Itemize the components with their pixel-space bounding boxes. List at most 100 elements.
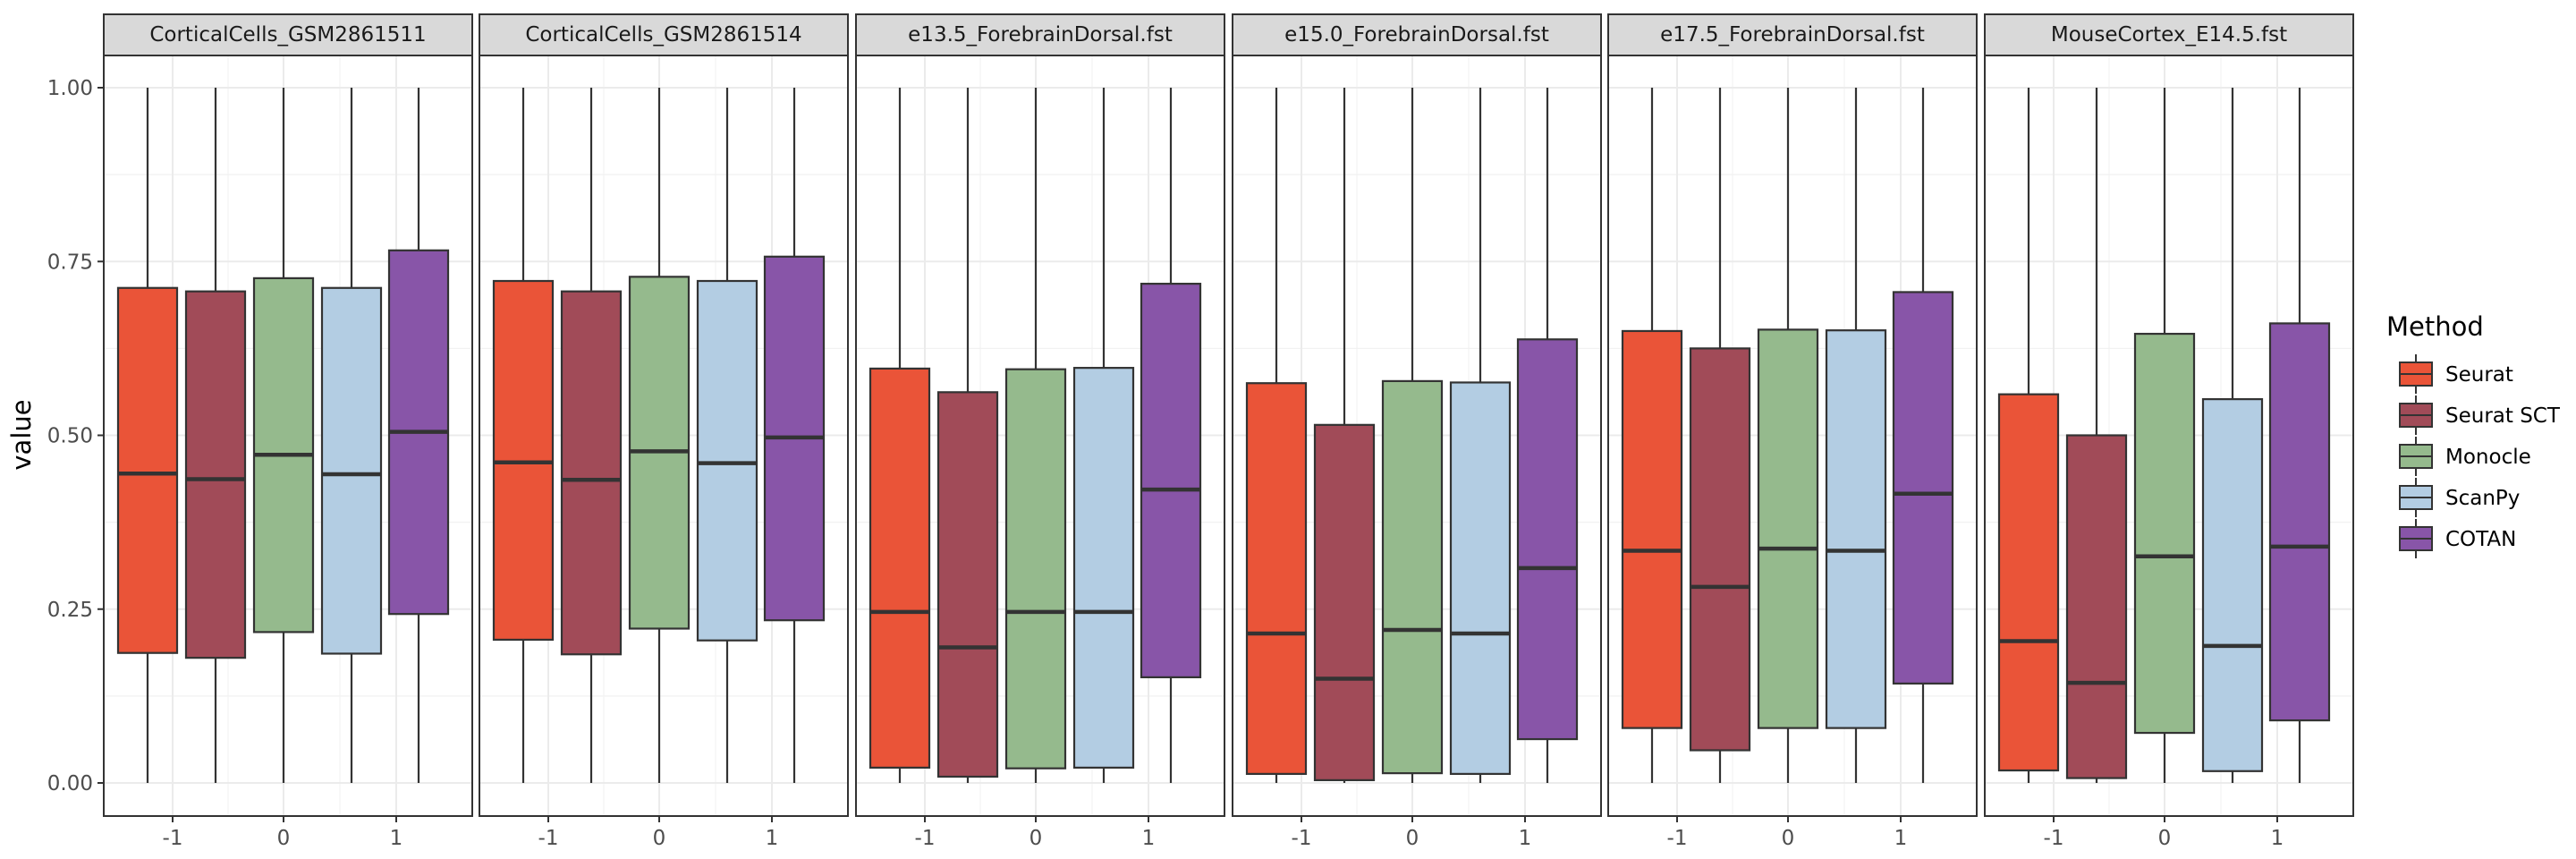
box-body: [116, 286, 179, 654]
box: [696, 88, 758, 783]
box-body: [1381, 379, 1444, 775]
legend-entry: COTAN: [2399, 519, 2516, 558]
x-tick-label: 1: [390, 827, 403, 850]
box-body: [1449, 381, 1512, 775]
x-tick-label: -1: [2044, 827, 2064, 850]
box: [1757, 88, 1819, 783]
box: [184, 88, 247, 783]
panel-strip: [1232, 13, 1602, 56]
x-tick-label: 0: [1030, 827, 1043, 850]
box-body: [492, 279, 555, 642]
box-body: [184, 290, 247, 659]
box-body: [1516, 338, 1579, 741]
box: [1997, 88, 2060, 783]
legend-label: COTAN: [2445, 528, 2516, 551]
box-body: [320, 286, 383, 655]
panels: CorticalCells_GSM2861511-1 0 1CorticalCell…: [103, 13, 2354, 850]
box: [1140, 88, 1202, 783]
box: [1825, 88, 1887, 783]
x-tick-label: 1: [1894, 827, 1908, 850]
legend-entry: Monocle: [2399, 437, 2531, 476]
box: [116, 88, 179, 783]
panel-title: MouseCortex_E14.5.fst: [2051, 23, 2287, 47]
box: [1313, 88, 1376, 783]
box: [1004, 88, 1067, 783]
y-tick-label: 0.00: [47, 772, 93, 795]
box-body: [1245, 382, 1308, 775]
panel: MouseCortex_E14.5.fst -1 0 1: [1984, 13, 2354, 850]
x-tick-label: 0: [277, 827, 291, 850]
legend-label: Monocle: [2445, 446, 2531, 469]
legend-label: Seurat SCT: [2445, 404, 2561, 428]
box-body: [1892, 291, 1954, 685]
box-body: [2065, 434, 2128, 779]
x-tick-label: 0: [1782, 827, 1795, 850]
panel-strip: [103, 13, 473, 56]
y-axis-label: value: [6, 399, 37, 470]
box-body: [1825, 329, 1887, 729]
box-body: [936, 391, 999, 778]
panel: CorticalCells_GSM2861514 -1 0 1: [479, 13, 849, 850]
box: [252, 88, 315, 783]
box: [387, 88, 450, 783]
y-tick-label: 0.25: [47, 599, 93, 622]
box-body: [696, 279, 758, 642]
x-tick-label: -1: [163, 827, 183, 850]
box-body: [1072, 367, 1135, 770]
legend-entry: ScanPy: [2399, 478, 2520, 517]
box: [2268, 88, 2331, 783]
box: [320, 88, 383, 783]
y-axis: 0.00 0.25 0.50 0.75 1.00: [47, 77, 104, 795]
box: [936, 88, 999, 783]
box: [763, 88, 826, 783]
panel-title: CorticalCells_GSM2861511: [149, 23, 426, 47]
box: [1381, 88, 1444, 783]
legend: Method Seurat Seurat SCT Monocle ScanPy COTA…: [2386, 311, 2561, 558]
legend-label: Seurat: [2445, 363, 2513, 387]
box: [1516, 88, 1579, 783]
x-tick-label: -1: [1292, 827, 1312, 850]
box: [1072, 88, 1135, 783]
box: [2065, 88, 2128, 783]
x-tick-label: 0: [2158, 827, 2172, 850]
y-tick-label: 0.50: [47, 425, 93, 448]
x-tick-label: 0: [1406, 827, 1419, 850]
y-tick-label: 1.00: [47, 77, 93, 100]
panel-strip: [1984, 13, 2354, 56]
legend-entry: Seurat: [2399, 354, 2513, 394]
panel-strip: [855, 13, 1225, 56]
box-body: [2133, 332, 2196, 735]
box-body: [1313, 423, 1376, 781]
box: [492, 88, 555, 783]
x-tick-label: 1: [766, 827, 779, 850]
panel: e15.0_ForebrainDorsal.fst -1 0 1: [1232, 13, 1602, 850]
box: [1621, 88, 1683, 783]
box: [628, 88, 691, 783]
x-tick-label: -1: [538, 827, 559, 850]
x-tick-label: 1: [1142, 827, 1156, 850]
x-tick-label: -1: [1667, 827, 1688, 850]
panel: e17.5_ForebrainDorsal.fst -1 0 1: [1607, 13, 1978, 850]
panel: CorticalCells_GSM2861511 -1 0 1: [103, 13, 473, 850]
box: [869, 88, 931, 783]
x-tick-label: -1: [915, 827, 936, 850]
x-tick-label: 1: [2271, 827, 2284, 850]
box: [1449, 88, 1512, 783]
box-body: [869, 367, 931, 770]
panel-title: e13.5_ForebrainDorsal.fst: [908, 23, 1173, 47]
box-body: [1689, 347, 1751, 752]
box: [1892, 88, 1954, 783]
box-body: [1140, 283, 1202, 678]
box-body: [2268, 322, 2331, 722]
box: [2201, 88, 2264, 783]
box: [560, 88, 623, 783]
box-body: [1997, 393, 2060, 772]
box-body: [1004, 368, 1067, 770]
x-tick-label: 0: [653, 827, 666, 850]
legend-label: ScanPy: [2445, 487, 2520, 510]
box-body: [560, 290, 623, 656]
box-body: [2201, 397, 2264, 772]
legend-entry: Seurat SCT: [2399, 395, 2561, 435]
box-body: [1621, 329, 1683, 729]
